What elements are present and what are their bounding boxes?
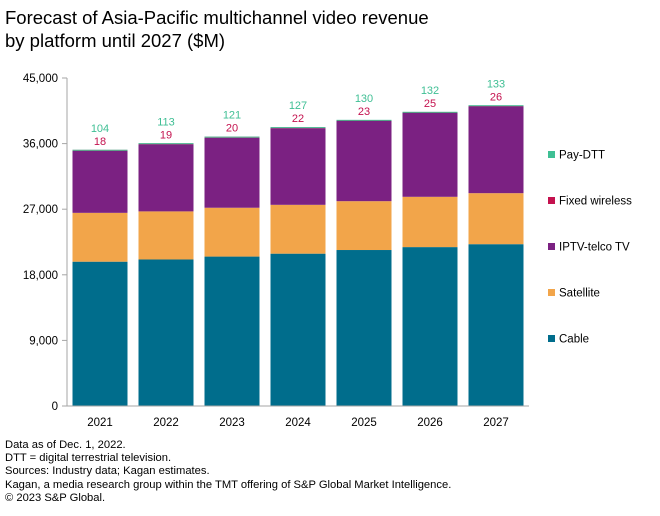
y-tick-label: 18,000 bbox=[23, 270, 58, 282]
bar-iptv-telco-tv-2022 bbox=[138, 144, 194, 212]
y-tick-label: 45,000 bbox=[23, 73, 58, 85]
legend-swatch-cable bbox=[548, 335, 555, 342]
bar-iptv-telco-tv-2027 bbox=[468, 106, 524, 194]
data-label-pay-dtt-2023: 121 bbox=[223, 110, 241, 122]
y-axis: 0 9,000 18,000 27,000 36,000 45,000 bbox=[23, 73, 68, 413]
data-label-fixed-wireless-2026: 25 bbox=[424, 98, 436, 110]
bar-satellite-2024 bbox=[270, 204, 326, 254]
bar-cable-2027 bbox=[468, 244, 524, 406]
bar-satellite-2022 bbox=[138, 211, 194, 260]
x-tick-label: 2024 bbox=[285, 417, 311, 429]
legend-swatch-pay-dtt bbox=[548, 151, 555, 158]
legend-label-pay-dtt: Pay-DTT bbox=[559, 150, 605, 162]
bar-pay-dtt-2025 bbox=[336, 119, 392, 121]
data-label-pay-dtt-2025: 130 bbox=[355, 93, 373, 105]
data-label-fixed-wireless-2021: 18 bbox=[94, 136, 106, 148]
chart-title: Forecast of Asia-Pacific multichannel vi… bbox=[5, 6, 645, 52]
footnotes: Data as of Dec. 1, 2022. DTT = digital t… bbox=[5, 439, 451, 505]
footnote-kagan: Kagan, a media research group within the… bbox=[5, 478, 452, 491]
bar-iptv-telco-tv-2023 bbox=[204, 137, 260, 208]
data-label-fixed-wireless-2027: 26 bbox=[490, 91, 502, 103]
legend-swatch-satellite bbox=[548, 289, 555, 296]
bar-satellite-2025 bbox=[336, 201, 392, 251]
bar-satellite-2023 bbox=[204, 207, 260, 257]
legend-swatch-iptv-telco-tv bbox=[548, 243, 555, 250]
bar-iptv-telco-tv-2025 bbox=[336, 121, 392, 202]
legend-swatch-fixed-wireless bbox=[548, 197, 555, 204]
x-axis: 2021 2022 2023 2024 2025 2026 2027 bbox=[67, 405, 529, 429]
bar-satellite-2021 bbox=[72, 212, 128, 262]
legend-label-iptv-telco-tv: IPTV-telco TV bbox=[559, 242, 630, 254]
y-tick-label: 9,000 bbox=[29, 335, 58, 347]
legend-label-cable: Cable bbox=[559, 334, 589, 346]
footnote-sources: Sources: Industry data; Kagan estimates. bbox=[5, 465, 210, 478]
x-tick-label: 2021 bbox=[87, 417, 113, 429]
footnote-copyright: © 2023 S&P Global. bbox=[5, 491, 106, 504]
bars bbox=[72, 105, 524, 406]
bar-cable-2022 bbox=[138, 259, 194, 406]
x-tick-label: 2023 bbox=[219, 417, 245, 429]
legend-label-fixed-wireless: Fixed wireless bbox=[559, 196, 632, 208]
x-tick-label: 2022 bbox=[153, 417, 179, 429]
y-tick-label: 36,000 bbox=[23, 139, 58, 151]
bar-cable-2026 bbox=[402, 247, 458, 406]
bar-cable-2025 bbox=[336, 250, 392, 406]
data-label-pay-dtt-2026: 132 bbox=[421, 85, 439, 97]
bar-satellite-2026 bbox=[402, 196, 458, 248]
bar-pay-dtt-2026 bbox=[402, 111, 458, 113]
y-tick-label: 0 bbox=[52, 401, 58, 413]
bar-iptv-telco-tv-2021 bbox=[72, 150, 128, 213]
footnote-dtt: DTT = digital terrestrial television. bbox=[5, 452, 172, 465]
bar-pay-dtt-2022 bbox=[138, 143, 194, 145]
data-label-fixed-wireless-2024: 22 bbox=[292, 113, 304, 125]
bar-cable-2021 bbox=[72, 261, 128, 406]
bar-pay-dtt-2023 bbox=[204, 136, 260, 138]
legend-label-satellite: Satellite bbox=[559, 288, 600, 300]
x-tick-label: 2027 bbox=[483, 417, 509, 429]
data-label-fixed-wireless-2023: 20 bbox=[226, 123, 238, 135]
y-tick-label: 27,000 bbox=[23, 204, 58, 216]
data-label-pay-dtt-2027: 133 bbox=[487, 78, 505, 90]
bar-pay-dtt-2027 bbox=[468, 105, 524, 107]
legend: Pay-DTT Fixed wireless IPTV-telco TV Satell… bbox=[548, 150, 632, 346]
chart-title-line-2: by platform until 2027 ($M) bbox=[5, 30, 226, 51]
bar-pay-dtt-2021 bbox=[72, 149, 128, 151]
data-label-fixed-wireless-2025: 23 bbox=[358, 106, 370, 118]
bar-cable-2024 bbox=[270, 253, 326, 406]
x-tick-label: 2026 bbox=[417, 417, 443, 429]
data-label-pay-dtt-2022: 113 bbox=[157, 116, 175, 128]
bar-cable-2023 bbox=[204, 256, 260, 406]
bar-iptv-telco-tv-2024 bbox=[270, 128, 326, 205]
bar-pay-dtt-2024 bbox=[270, 127, 326, 129]
data-label-fixed-wireless-2022: 19 bbox=[160, 129, 172, 141]
footnote-date: Data as of Dec. 1, 2022. bbox=[5, 439, 126, 451]
bar-iptv-telco-tv-2026 bbox=[402, 112, 458, 197]
chart-title-line-1: Forecast of Asia-Pacific multichannel vi… bbox=[5, 7, 429, 28]
x-tick-label: 2025 bbox=[351, 417, 377, 429]
data-label-pay-dtt-2024: 127 bbox=[289, 100, 307, 112]
bar-satellite-2027 bbox=[468, 193, 524, 245]
data-label-pay-dtt-2021: 104 bbox=[91, 123, 109, 135]
